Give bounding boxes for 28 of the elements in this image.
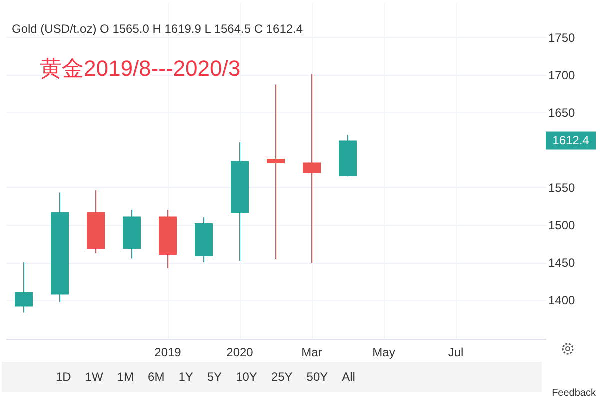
- x-tick-label: Mar: [302, 346, 322, 360]
- text: 1M: [117, 370, 134, 384]
- x-tick-label: Jul: [448, 346, 464, 360]
- y-tick-label: 1500: [548, 218, 576, 232]
- y-tick-label: 1450: [548, 256, 576, 270]
- candlestick: [15, 262, 33, 314]
- text: 10Y: [236, 370, 258, 384]
- candlestick: [267, 84, 285, 260]
- y-tick-label: 1650: [548, 106, 576, 120]
- text: Feedback: [552, 388, 596, 399]
- annotation: Gold (USD/t.oz) O 1565.0 H 1619.9 L 1564.5 C 1612.4: [12, 22, 304, 36]
- y-tick-label: 1700: [548, 68, 576, 82]
- text: 5Y: [207, 370, 222, 384]
- x-tick-label: 2020: [226, 346, 254, 360]
- x-tick-label: May: [372, 346, 396, 360]
- text: 1612.4: [552, 134, 590, 148]
- text: 1Y: [178, 370, 194, 384]
- y-tick-label: 1400: [548, 294, 576, 308]
- y-tick-label: 1550: [548, 181, 576, 195]
- y-tick-label: 1750: [548, 31, 576, 45]
- x-tick-label: 2019: [154, 346, 182, 360]
- text: All: [342, 370, 356, 384]
- text: 50Y: [306, 370, 328, 384]
- text: 1W: [85, 370, 104, 384]
- text: 6M: [148, 370, 165, 384]
- text: 黄金2019/8---2020/3: [40, 55, 241, 83]
- text: 1D: [56, 370, 72, 384]
- text: 25Y: [271, 370, 293, 384]
